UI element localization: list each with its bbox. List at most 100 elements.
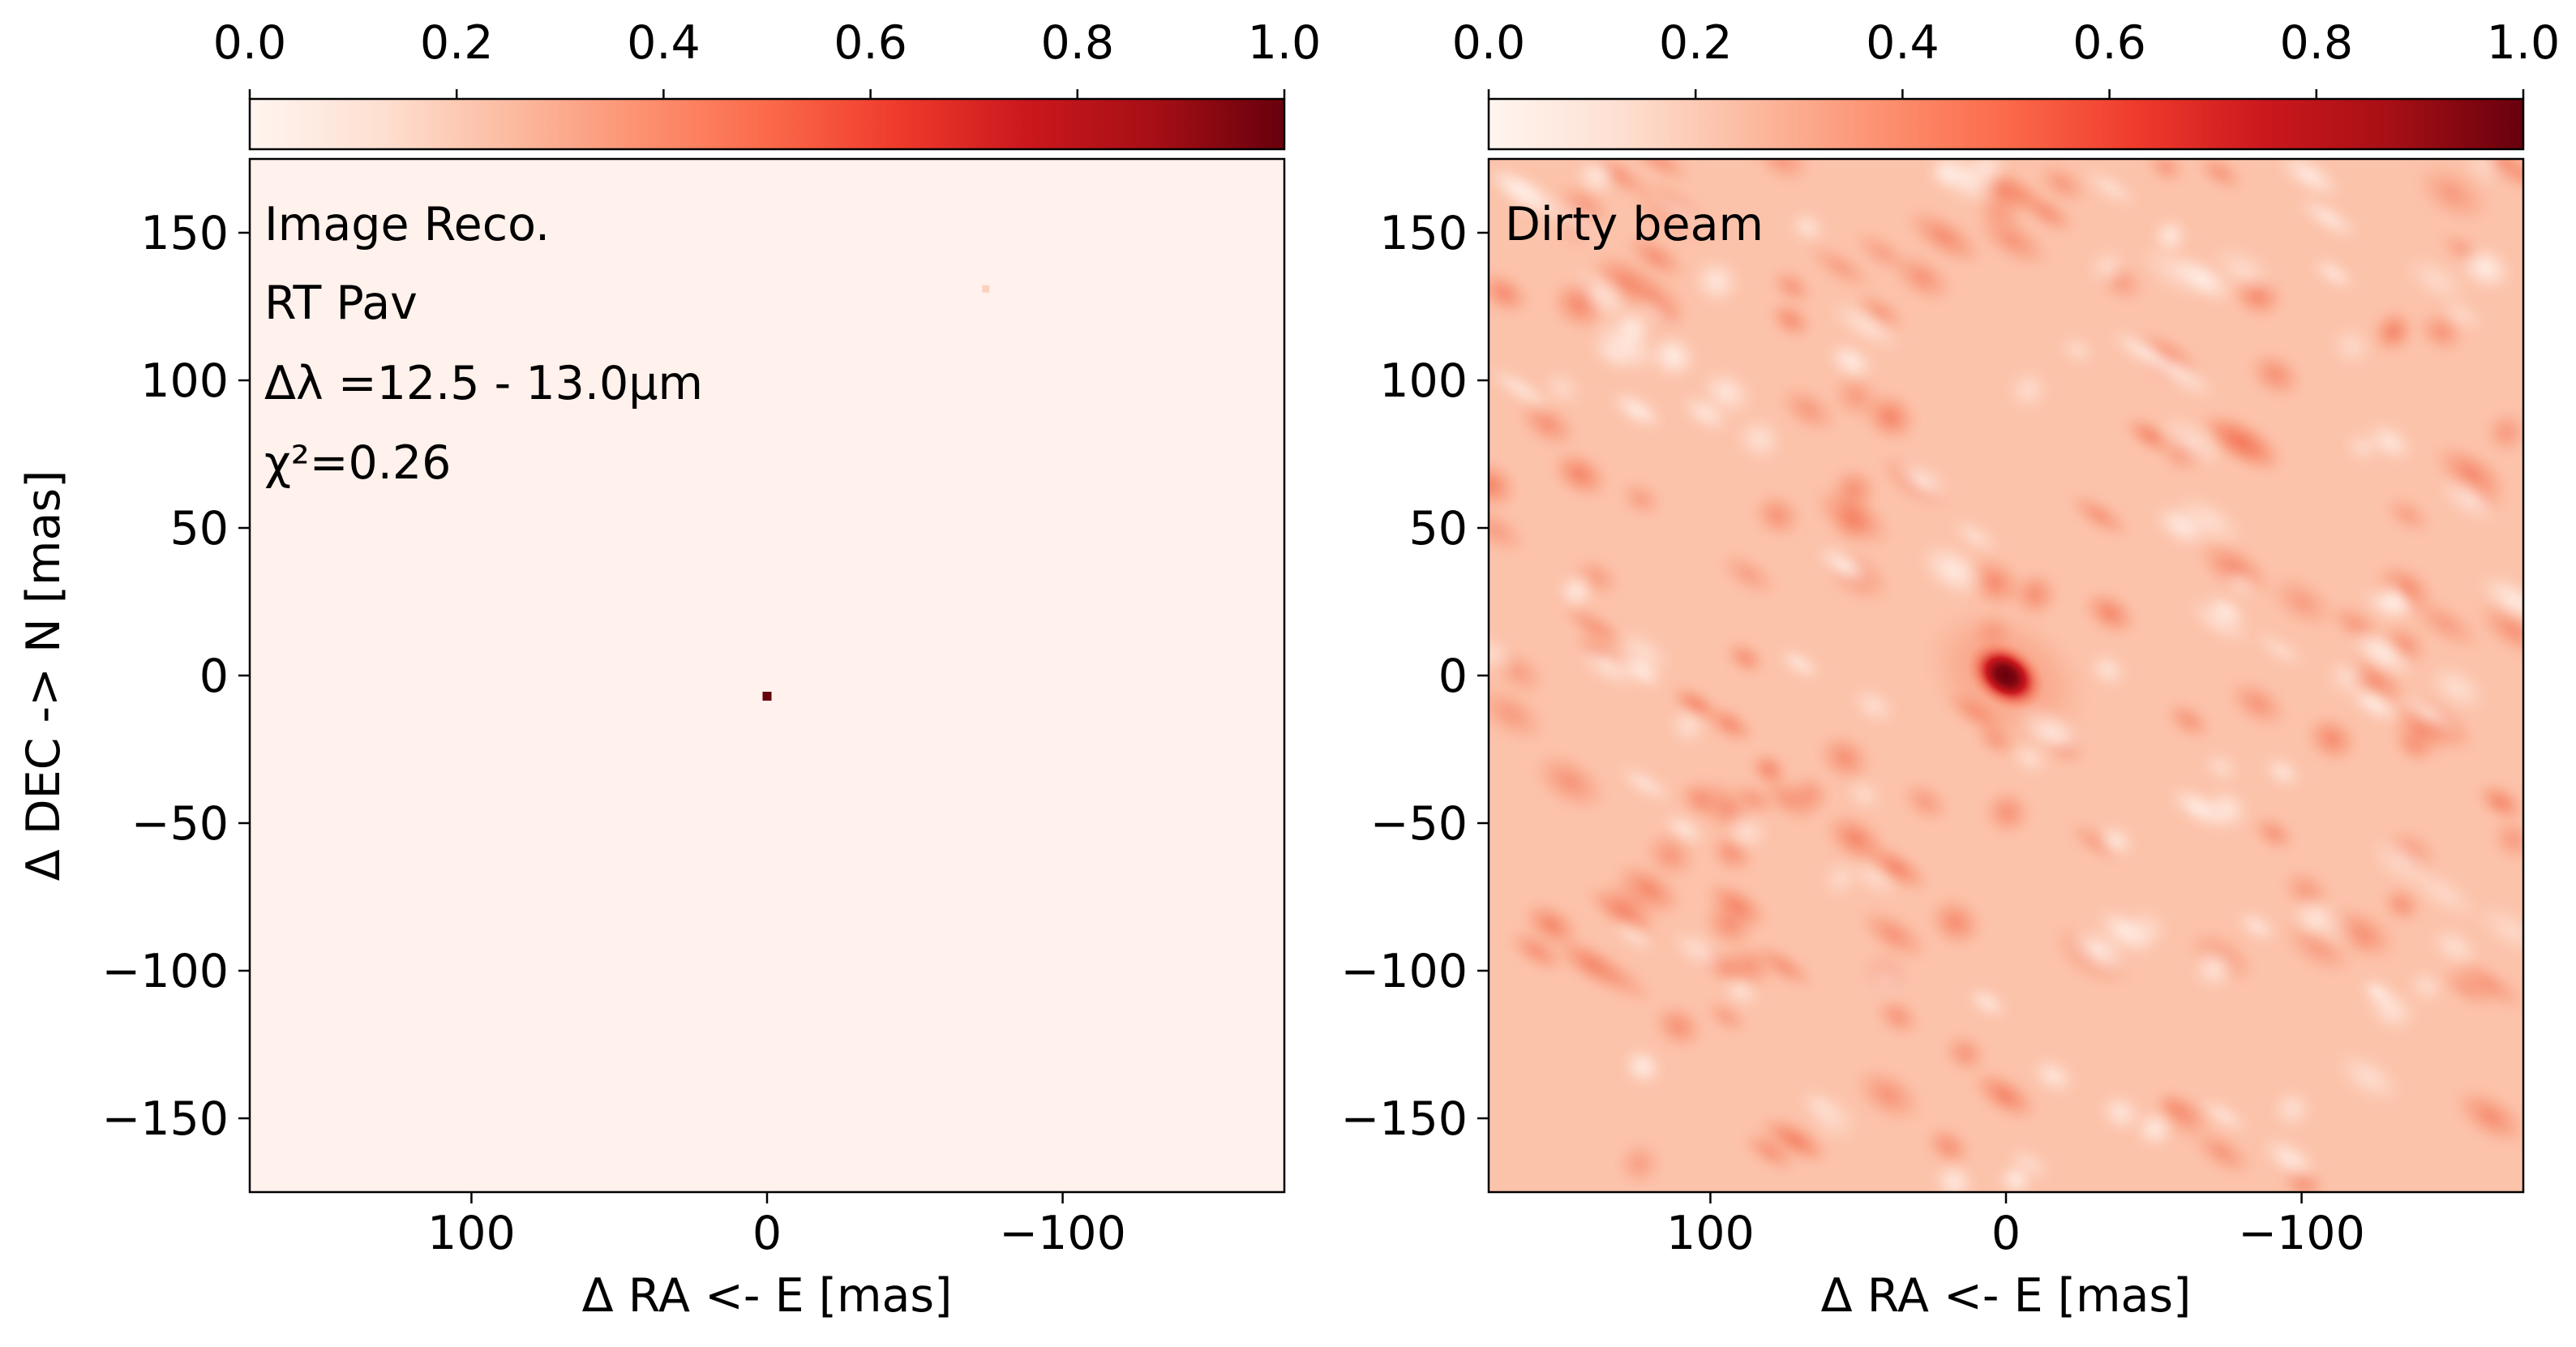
trough [1692,258,1741,305]
trough [2205,594,2248,627]
heatmap-2-troughs [1489,159,2523,1192]
sidelobe [2482,407,2523,457]
trough [2404,255,2468,305]
trough [2157,414,2225,468]
sidelobe [1668,683,1724,726]
trough [2174,493,2244,547]
trough [2440,297,2485,332]
trough [2139,242,2214,300]
sidelobe [1621,230,1691,283]
trough [2330,325,2373,367]
sidelobe [1548,447,1612,502]
colorbar-2-ticks: 0.0 0.2 0.4 0.6 0.8 1.0 [1452,16,2560,99]
trough [1558,573,1595,610]
heatmap-1-features [762,285,990,701]
trough [2219,566,2263,603]
trough [1849,858,1901,899]
sidelobe [2428,440,2513,504]
colorbar-1-gradient [248,97,1286,151]
x-tick-label: −100 [2238,1207,2365,1260]
sidelobe [2195,410,2283,474]
x-tick-label: 100 [427,1207,516,1260]
sidelobe [1808,483,1897,551]
y-tick-label: −150 [101,1092,229,1146]
sidelobe [1701,997,1751,1036]
sidelobe [1774,382,1842,437]
trough [2236,910,2278,943]
trough [1539,191,1610,248]
trough [1663,812,1707,847]
sidelobe [2369,307,2417,357]
trough [2143,347,2216,400]
sidelobe [1803,241,1877,294]
y-tick-label: 0 [1438,650,1468,703]
y-tick-label: 150 [140,207,229,260]
x-tick-label: 0 [752,1207,782,1260]
sidelobe [2449,1084,2523,1149]
trough [2134,1110,2175,1148]
trough [2272,1088,2312,1130]
colorbar-tick-label: 0.0 [213,16,287,70]
trough [2099,1092,2142,1132]
sidelobe [1860,388,1921,445]
trough [1622,1048,1663,1086]
sidelobe [2079,587,2141,639]
trough [2394,689,2462,737]
trough [1807,1095,1859,1143]
sidelobe [2245,348,2306,401]
sidelobe [1614,1138,1665,1189]
sidelobe [1968,1067,2042,1124]
trough [1541,369,1584,407]
colorbar-1: 0.0 0.2 0.4 0.6 0.8 1.0 [213,16,1321,151]
y-tick-label: −150 [1340,1092,1468,1146]
trough [2457,242,2513,292]
trough [1965,159,2009,190]
y-tick-label: 100 [140,354,229,408]
trough [2311,256,2356,291]
colorbar-tick-label: 0.2 [420,16,494,70]
sidelobe [2162,698,2215,743]
sidelobe [1768,267,1816,307]
axes-1-yticks: 150 100 50 0 −50 −100 −150 [101,207,250,1146]
y-tick-label: 50 [169,502,229,556]
trough [1575,159,1618,196]
trough [2475,903,2523,957]
sidelobe [1872,994,1923,1039]
sidelobe [1925,894,1987,951]
central-source-pixel [762,691,772,701]
trough [1648,333,1697,380]
trough [1609,389,1664,431]
colorbar-tick-label: 0.6 [834,16,907,70]
sidelobe [2378,883,2425,926]
sidelobe [1528,749,1612,816]
trough [1617,764,1674,804]
trough [2462,159,2514,188]
trough [2202,751,2240,783]
sidelobe [1901,204,1988,269]
sidelobe [2064,490,2135,541]
sidelobe [1897,779,1953,826]
trough [1721,973,1761,1009]
trough [2297,196,2360,240]
sidelobe [1752,1113,1829,1168]
axes-2-yticks: 150 100 50 0 −50 −100 −150 [1340,207,1489,1146]
trough [1892,457,1952,504]
y-tick-label: 100 [1379,354,1468,408]
annotation-chi2: χ²=0.26 [264,436,451,490]
trough [2188,598,2251,645]
trough [1568,268,1631,320]
sidelobe [1614,265,1695,328]
trough [2427,663,2487,713]
trough [1789,210,1826,244]
sidelobe [1504,926,1570,976]
trough [2096,824,2136,859]
axes-2-xlabel: Δ RA <- E [mas] [1821,1269,2192,1323]
axes-1-xticks: 100 0 −100 [427,1192,1126,1260]
sidelobe [1814,730,1875,786]
axes-2-xticks: 100 0 −100 [1666,1192,2365,1260]
sidelobe [2381,493,2435,537]
trough [1723,807,1770,854]
trough [2334,1051,2402,1104]
trough [1577,641,1639,689]
